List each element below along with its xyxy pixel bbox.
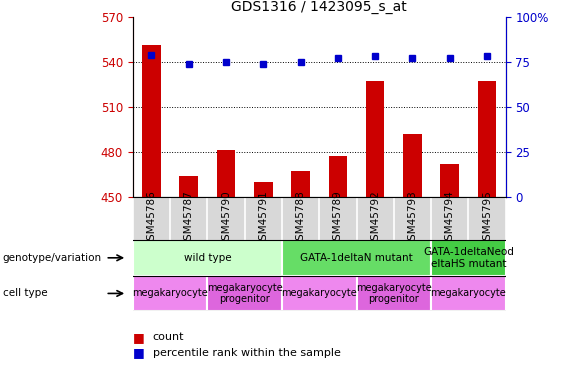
Bar <box>329 156 347 197</box>
Text: GSM45792: GSM45792 <box>370 190 380 247</box>
Bar <box>254 182 273 197</box>
Bar <box>431 276 506 311</box>
Text: megakaryocyte: megakaryocyte <box>132 288 208 298</box>
Bar <box>207 276 282 311</box>
Text: GSM45791: GSM45791 <box>258 190 268 247</box>
Bar <box>217 150 236 197</box>
Text: ■: ■ <box>133 331 145 344</box>
Text: GSM45787: GSM45787 <box>184 190 194 247</box>
Text: wild type: wild type <box>184 253 231 263</box>
Text: GSM45789: GSM45789 <box>333 190 343 247</box>
Text: GSM45790: GSM45790 <box>221 190 231 247</box>
Title: GDS1316 / 1423095_s_at: GDS1316 / 1423095_s_at <box>231 0 407 15</box>
Text: GSM45793: GSM45793 <box>407 190 418 247</box>
Text: megakaryocyte
progenitor: megakaryocyte progenitor <box>207 283 282 304</box>
Bar <box>282 240 431 276</box>
Text: megakaryocyte: megakaryocyte <box>281 288 357 298</box>
Bar <box>477 81 496 197</box>
Bar <box>282 276 357 311</box>
Bar <box>366 81 384 197</box>
Bar <box>292 171 310 197</box>
Bar <box>180 176 198 197</box>
Text: genotype/variation: genotype/variation <box>3 253 102 263</box>
Text: GSM45794: GSM45794 <box>445 190 455 247</box>
Text: count: count <box>153 333 184 342</box>
Text: GATA-1deltaN mutant: GATA-1deltaN mutant <box>300 253 413 263</box>
Bar <box>133 276 207 311</box>
Text: GSM45795: GSM45795 <box>482 190 492 247</box>
Text: cell type: cell type <box>3 288 47 298</box>
Text: megakaryocyte: megakaryocyte <box>431 288 506 298</box>
Text: megakaryocyte
progenitor: megakaryocyte progenitor <box>356 283 432 304</box>
Bar <box>403 134 421 197</box>
Bar <box>142 45 161 197</box>
Bar <box>431 240 506 276</box>
Text: GATA-1deltaNeod
eltaHS mutant: GATA-1deltaNeod eltaHS mutant <box>423 247 514 268</box>
Bar <box>441 164 459 197</box>
Text: ■: ■ <box>133 346 145 359</box>
Bar <box>357 276 431 311</box>
Text: percentile rank within the sample: percentile rank within the sample <box>153 348 341 357</box>
Bar <box>133 240 282 276</box>
Text: GSM45788: GSM45788 <box>295 190 306 247</box>
Text: GSM45786: GSM45786 <box>146 190 157 247</box>
